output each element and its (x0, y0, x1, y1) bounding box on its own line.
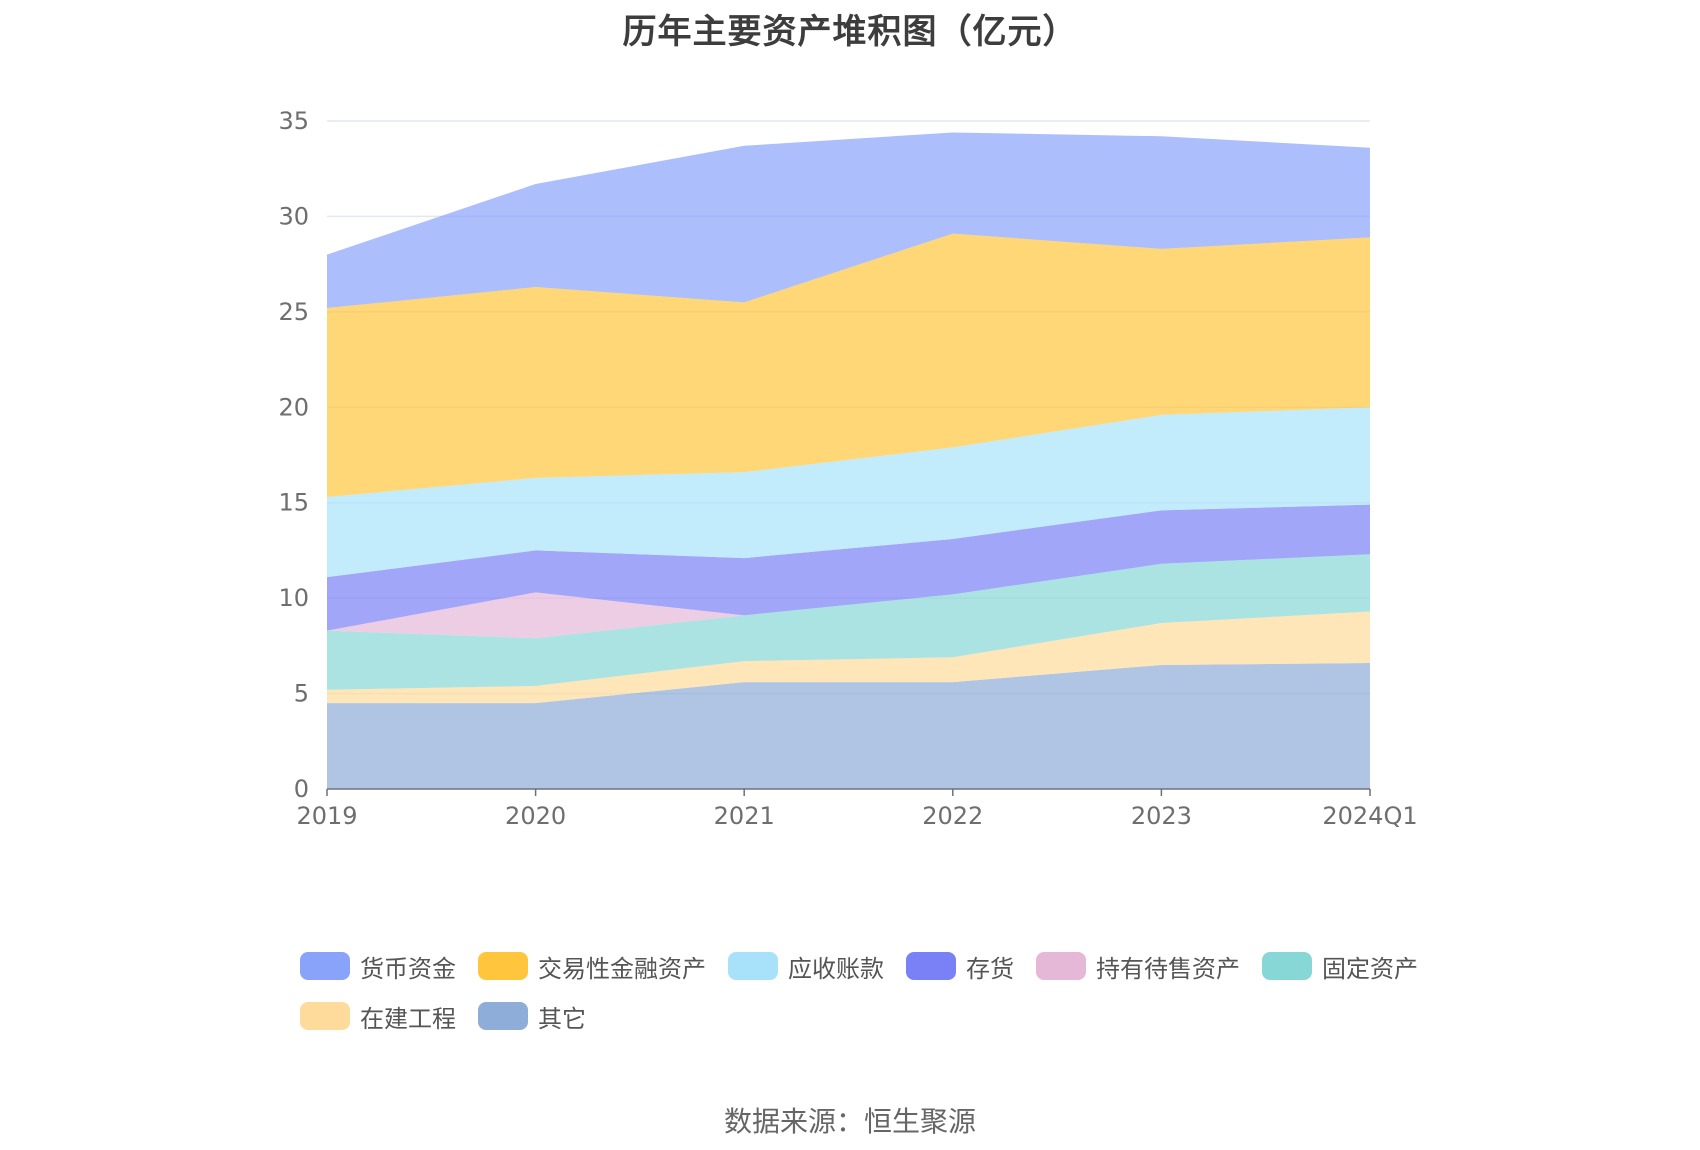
chart-title: 历年主要资产堆积图（亿元） (622, 12, 1078, 52)
legend-swatch (1036, 952, 1086, 980)
x-tick-label: 2020 (505, 802, 566, 830)
area-series (327, 663, 1370, 789)
legend-item[interactable]: 交易性金融资产 (478, 950, 706, 983)
legend-item[interactable]: 持有待售资产 (1036, 950, 1240, 983)
legend-label: 存货 (966, 954, 1014, 983)
area-series (327, 611, 1370, 704)
legend-label: 应收账款 (788, 954, 884, 983)
stacked-area-chart: 0 5 10 15 20 25 30 35 2019 2020 2021 2022 2023 2024Q1 (278, 107, 1417, 830)
legend-item[interactable]: 其它 (478, 1000, 586, 1033)
x-tick-label: 2024Q1 (1322, 802, 1417, 830)
legend-item[interactable]: 在建工程 (300, 1000, 456, 1033)
legend-label: 交易性金融资产 (538, 954, 706, 983)
y-tick-label: 20 (278, 393, 309, 421)
legend-swatch (478, 952, 528, 980)
x-tick-label: 2022 (922, 802, 983, 830)
legend-item[interactable]: 固定资产 (1262, 950, 1418, 983)
legend-swatch (300, 952, 350, 980)
y-tick-label: 10 (278, 584, 309, 612)
area-series (327, 407, 1370, 578)
legend-swatch (906, 952, 956, 980)
legend-item[interactable]: 存货 (906, 950, 1014, 983)
y-tick-label: 35 (278, 107, 309, 135)
area-series (327, 554, 1370, 639)
legend-label: 货币资金 (360, 954, 456, 983)
y-tick-label: 30 (278, 202, 309, 230)
legend-label: 在建工程 (360, 1004, 456, 1033)
y-tick-label: 15 (278, 489, 309, 517)
y-tick-label: 5 (294, 680, 309, 708)
legend-swatch (300, 1002, 350, 1030)
x-tick-label: 2019 (296, 802, 357, 830)
legend-item[interactable]: 货币资金 (300, 950, 456, 983)
legend-label: 其它 (538, 1004, 586, 1033)
y-tick-label: 25 (278, 298, 309, 326)
area-series (327, 132, 1370, 309)
data-source-note: 数据来源：恒生聚源 (723, 1105, 976, 1138)
x-tick-label: 2023 (1131, 802, 1192, 830)
legend-swatch (1262, 952, 1312, 980)
legend-swatch (478, 1002, 528, 1030)
legend-label: 固定资产 (1322, 954, 1418, 983)
area-series (327, 504, 1370, 631)
chart-legend: 货币资金 交易性金融资产 应收账款 存货 持有待售资产 固定资产在建工程 其它 (300, 950, 1480, 1033)
x-tick-label: 2021 (714, 802, 775, 830)
area-series (327, 554, 1370, 690)
y-tick-label: 0 (294, 775, 309, 803)
area-series (327, 233, 1370, 497)
legend-label: 持有待售资产 (1096, 954, 1240, 983)
legend-swatch (728, 952, 778, 980)
legend-item[interactable]: 应收账款 (728, 950, 884, 983)
